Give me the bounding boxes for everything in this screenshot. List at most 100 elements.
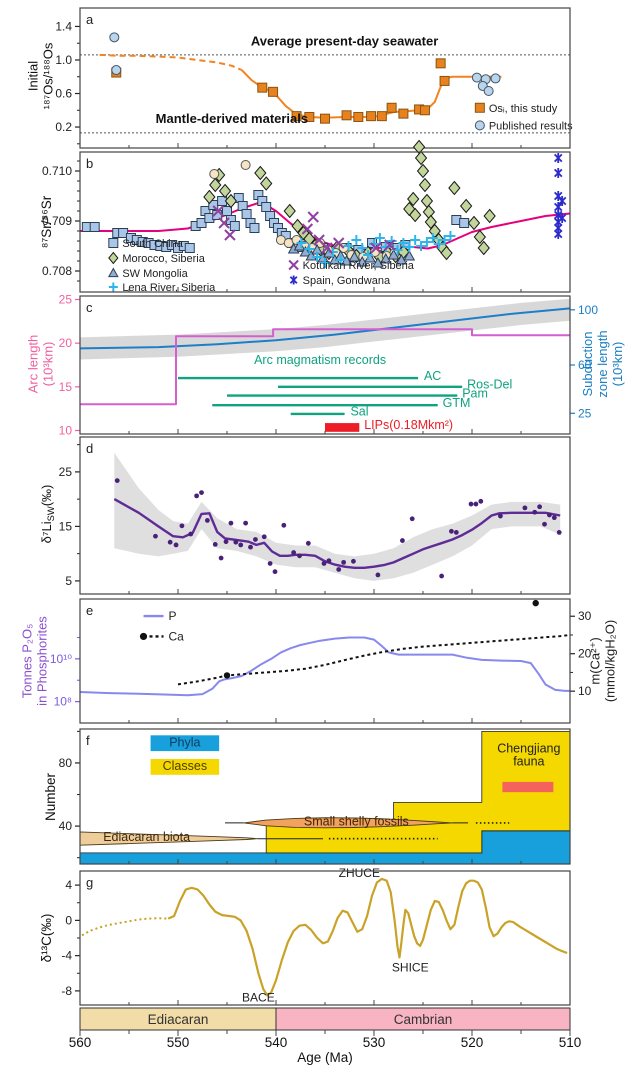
annotation-lips-0-18mkm: LIPs(0.18Mkm²) bbox=[364, 418, 453, 432]
svg-text:0.709: 0.709 bbox=[42, 214, 72, 228]
ylabel-d: δ⁷LiSW(‰) bbox=[39, 485, 56, 544]
ediacaran-biota-spindle bbox=[79, 831, 258, 846]
svg-text:Morocco, Siberia: Morocco, Siberia bbox=[122, 253, 205, 265]
svg-text:4: 4 bbox=[65, 878, 72, 892]
annotation-phyla: Phyla bbox=[169, 735, 200, 749]
ylabel-e_right: m(Ca²⁺) (mmol/kgH₂O) bbox=[588, 620, 618, 702]
panel-a: Osᵢ, this study Published results Average … bbox=[55, 7, 573, 149]
panel-border bbox=[79, 598, 571, 724]
series-published-results bbox=[109, 32, 501, 96]
svg-text:δ¹³C(‰): δ¹³C(‰) bbox=[39, 914, 54, 963]
panel-border bbox=[79, 295, 571, 435]
svg-text:560: 560 bbox=[69, 1035, 92, 1050]
ca-concentration bbox=[177, 634, 571, 686]
panel-border bbox=[79, 7, 571, 149]
series-li-data bbox=[114, 478, 562, 579]
legend-item-morocco-siberia: Morocco, Siberia bbox=[108, 251, 206, 265]
svg-text:1.4: 1.4 bbox=[55, 19, 72, 33]
panel-border bbox=[79, 151, 571, 293]
svg-text:80: 80 bbox=[59, 756, 73, 770]
annotation-classes: Classes bbox=[163, 759, 207, 773]
svg-text:510: 510 bbox=[559, 1035, 582, 1050]
ylabel-a: Initial ¹⁸⁷Os/¹⁸⁸Os bbox=[26, 42, 56, 109]
panel-b: South China Morocco, Siberia SW Mongolia Le… bbox=[42, 139, 571, 294]
panel-f: Phyla Classes Ediacaran biota Small shelly … bbox=[59, 728, 571, 865]
panel-tag-g: g bbox=[86, 875, 93, 890]
svg-text:Kotuikan River, Siberia: Kotuikan River, Siberia bbox=[303, 260, 415, 272]
arc-length bbox=[80, 328, 570, 406]
panel-border bbox=[79, 436, 571, 595]
svg-text:10⁸: 10⁸ bbox=[54, 695, 72, 709]
panel-tag-a: a bbox=[86, 12, 94, 27]
y-ticks-c: 10 15 20 25 25 60 100 bbox=[59, 292, 599, 437]
svg-text:40: 40 bbox=[59, 819, 73, 833]
x-axis-label: Age (Ma) bbox=[297, 1050, 353, 1065]
panel-tag-b: b bbox=[86, 156, 93, 171]
y-ticks-d: 5 15 25 bbox=[59, 444, 80, 588]
svg-text:25: 25 bbox=[578, 406, 592, 420]
ylabel-f: Number bbox=[43, 772, 58, 821]
legend-item-os-this-study: Osᵢ, this study bbox=[474, 102, 558, 115]
annotation-bace: BACE bbox=[242, 990, 275, 1004]
y-ticks-g: 4 0 -4 -8 bbox=[61, 878, 80, 998]
li-sw-trend bbox=[113, 498, 561, 569]
panel-tag-d: d bbox=[86, 441, 93, 456]
series-ca-points bbox=[223, 599, 539, 679]
legend-item-sw-mongolia: SW Mongolia bbox=[107, 267, 189, 280]
svg-text:540: 540 bbox=[265, 1035, 288, 1050]
svg-text:10¹⁰: 10¹⁰ bbox=[50, 652, 72, 666]
svg-text:60: 60 bbox=[578, 358, 592, 372]
x-axis: 560 550 540 530 520 510 bbox=[69, 1030, 582, 1050]
svg-text:530: 530 bbox=[363, 1035, 386, 1050]
legend-item-spain-gondwana: Spain, Gondwana bbox=[289, 275, 391, 287]
LIPs-bar bbox=[325, 423, 360, 432]
annotation-mantle-derived-materials: Mantle-derived materials bbox=[156, 111, 308, 126]
panel-tag-e: e bbox=[86, 603, 93, 618]
ylabel-g: δ¹³C(‰) bbox=[39, 914, 54, 963]
svg-text:15: 15 bbox=[59, 380, 73, 394]
panel-border bbox=[79, 728, 571, 865]
annotation-gtm: GTM bbox=[443, 396, 471, 410]
svg-text:δ⁷LiSW(‰): δ⁷LiSW(‰) bbox=[39, 485, 56, 544]
svg-text:(10³km): (10³km) bbox=[610, 342, 625, 387]
svg-text:-8: -8 bbox=[61, 984, 72, 998]
period-label-ediacaran: Ediacaran bbox=[148, 1012, 209, 1027]
svg-text:1.0: 1.0 bbox=[55, 53, 72, 67]
svg-text:SW Mongolia: SW Mongolia bbox=[122, 268, 188, 280]
svg-text:20: 20 bbox=[578, 647, 592, 661]
period-bar: Ediacaran Cambrian bbox=[79, 1007, 571, 1031]
svg-text:-4: -4 bbox=[61, 949, 72, 963]
svg-text:(10³km): (10³km) bbox=[41, 342, 56, 387]
legend-item-p: P bbox=[143, 609, 177, 623]
svg-text:Tonnes P₂O₅: Tonnes P₂O₅ bbox=[20, 624, 35, 699]
svg-text:10: 10 bbox=[578, 684, 592, 698]
period-label-cambrian: Cambrian bbox=[394, 1012, 453, 1027]
svg-text:m(Ca²⁺): m(Ca²⁺) bbox=[588, 637, 603, 684]
panel-tag-f: f bbox=[86, 733, 90, 748]
svg-text:20: 20 bbox=[59, 336, 73, 350]
annotation-small-shelly-fossils: Small shelly fossils bbox=[304, 814, 409, 828]
svg-text:in Phosphorites: in Phosphorites bbox=[35, 616, 50, 706]
panel-g: ZHUCE SHICE BACE 4 0 -4 -8 g bbox=[61, 866, 571, 1006]
subduction-zone-length bbox=[79, 307, 571, 350]
c13-curve bbox=[167, 877, 568, 997]
legend-item-kotuikan-river-siberia: Kotuikan River, Siberia bbox=[288, 259, 415, 272]
svg-text:520: 520 bbox=[461, 1035, 484, 1050]
svg-text:10: 10 bbox=[59, 424, 73, 438]
svg-text:0.2: 0.2 bbox=[55, 120, 72, 134]
svg-text:550: 550 bbox=[167, 1035, 190, 1050]
svg-text:0.6: 0.6 bbox=[55, 87, 72, 101]
ylabel-e_left: Tonnes P₂O₅ in Phosphorites bbox=[20, 616, 50, 706]
svg-text:Number: Number bbox=[43, 772, 58, 821]
legend-item-ca: Ca bbox=[139, 629, 184, 643]
panel-tag-c: c bbox=[86, 300, 93, 315]
panel-d: 5 15 25 d bbox=[59, 436, 571, 595]
annotation-pam: Pam bbox=[462, 386, 488, 400]
ylabel-b: ⁸⁷Sr/⁸⁶Sr bbox=[39, 195, 54, 248]
svg-text:0: 0 bbox=[65, 913, 72, 927]
classes-swatch bbox=[150, 759, 220, 775]
y-ticks-e: 10¹⁰ 10⁸ 10 20 30 bbox=[50, 609, 592, 708]
svg-text:Published results: Published results bbox=[489, 120, 573, 132]
series-kotuikan-river-siberia bbox=[212, 205, 396, 254]
